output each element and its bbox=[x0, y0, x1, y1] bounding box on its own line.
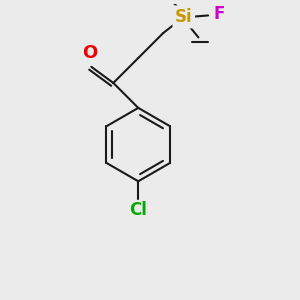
Text: F: F bbox=[213, 5, 225, 23]
Text: O: O bbox=[82, 44, 98, 62]
Text: Si: Si bbox=[175, 8, 193, 26]
Text: Cl: Cl bbox=[129, 201, 147, 219]
